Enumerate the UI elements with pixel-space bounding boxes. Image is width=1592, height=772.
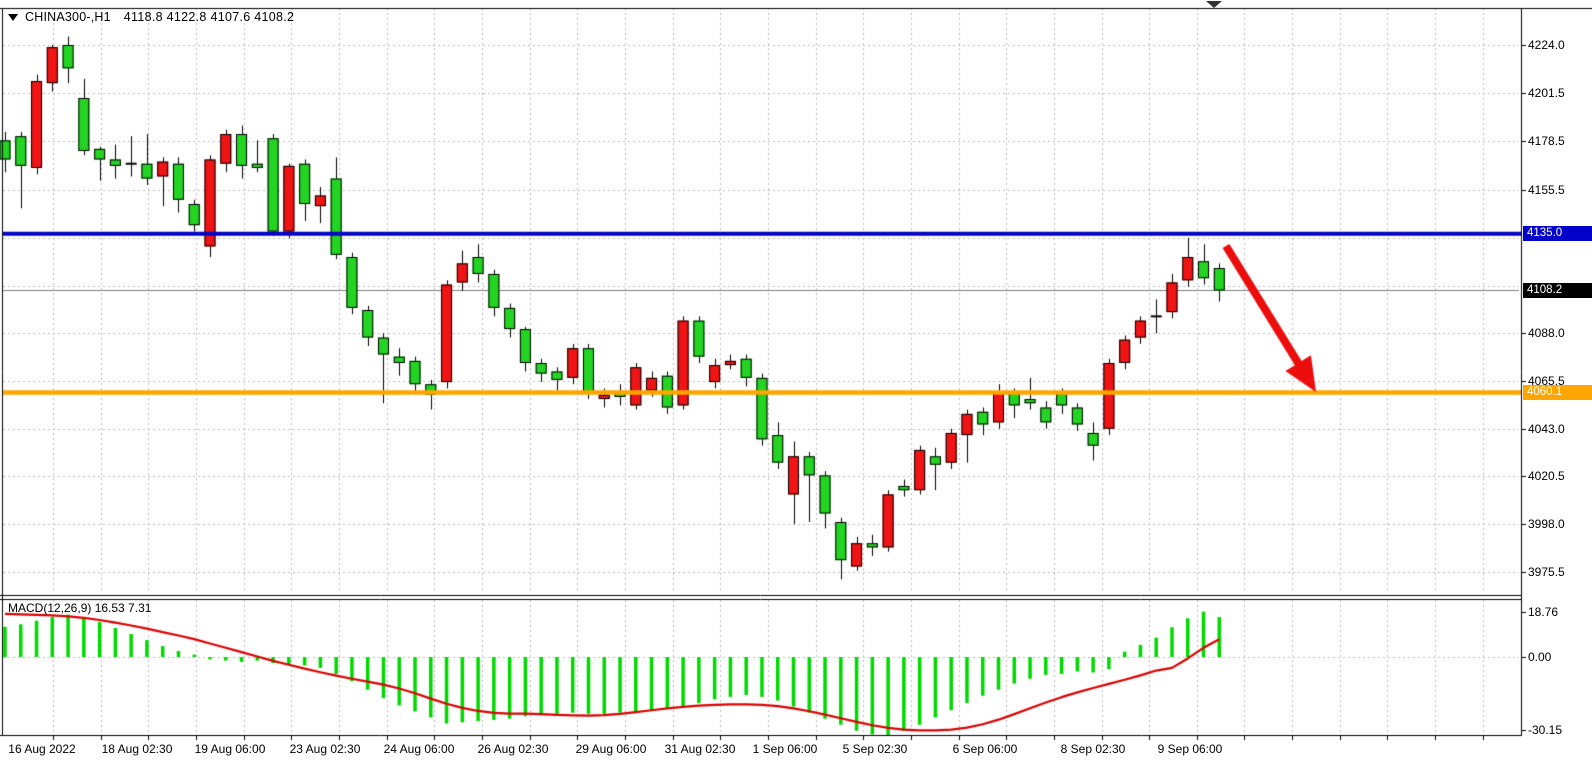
time-axis-label: 19 Aug 06:00 <box>194 742 266 756</box>
time-axis-label: 1 Sep 06:00 <box>752 742 818 756</box>
symbol-timeframe-label: CHINA300-,H1 <box>25 10 111 24</box>
price-axis-label: 3975.5 <box>1528 564 1565 579</box>
current-price-tag: 4108.2 <box>1523 282 1592 298</box>
price-axis-label: 4224.0 <box>1528 38 1565 52</box>
time-axis-label: 23 Aug 02:30 <box>289 742 361 756</box>
price-axis-label: 4065.5 <box>1528 374 1565 389</box>
symbol-dropdown-icon[interactable] <box>8 13 18 21</box>
price-axis-label: 4043.0 <box>1528 421 1565 436</box>
hline-price-tag-orange: 4060.1 <box>1523 384 1592 400</box>
time-axis-label: 29 Aug 06:00 <box>575 742 647 756</box>
time-axis-label: 16 Aug 2022 <box>8 742 76 756</box>
ohlc-values-label: 4118.8 4122.8 4107.6 4108.2 <box>123 10 295 24</box>
macd-axis-label: 0.00 <box>1528 650 1552 664</box>
macd-indicator-label: MACD(12,26,9) 16.53 7.31 <box>8 601 152 615</box>
time-axis-label: 6 Sep 06:00 <box>952 742 1018 756</box>
hline-price-tag-blue: 4135.0 <box>1523 226 1592 242</box>
macd-axis-label: -30.15 <box>1528 722 1563 737</box>
price-axis-label: 4020.5 <box>1528 469 1565 484</box>
chart-title-bar: CHINA300-,H1 4118.8 4122.8 4107.6 4108.2 <box>8 10 294 24</box>
time-axis-label: 18 Aug 02:30 <box>101 742 173 756</box>
macd-axis-label: 18.76 <box>1528 604 1559 619</box>
time-axis-label: 24 Aug 06:00 <box>383 742 455 756</box>
time-axis-label: 8 Sep 02:30 <box>1060 742 1126 756</box>
time-axis-label: 5 Sep 02:30 <box>842 742 908 756</box>
price-axis-label: 4155.5 <box>1528 183 1565 198</box>
price-axis-label: 4201.5 <box>1528 85 1565 100</box>
time-axis-label: 31 Aug 02:30 <box>664 742 736 756</box>
time-axis-label: 9 Sep 06:00 <box>1157 742 1223 756</box>
chart-shift-marker[interactable] <box>1206 1 1222 8</box>
price-axis-label: 4178.5 <box>1528 134 1565 149</box>
time-axis-label: 26 Aug 02:30 <box>477 742 549 756</box>
price-axis-label: 4088.0 <box>1528 326 1565 341</box>
price-axis-label: 3998.0 <box>1528 517 1565 532</box>
